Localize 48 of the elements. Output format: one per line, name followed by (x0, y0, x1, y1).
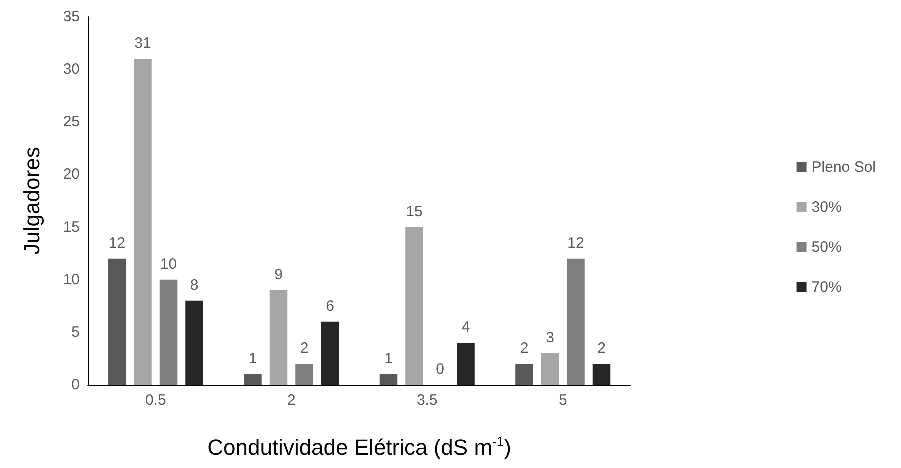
legend-label: Pleno Sol (812, 159, 876, 176)
bar (516, 364, 534, 385)
bar (592, 364, 611, 385)
bar (541, 353, 560, 385)
bar (160, 280, 178, 385)
bar (108, 258, 126, 385)
data-label: 0 (436, 361, 444, 378)
bar (244, 374, 262, 385)
data-label: 3 (546, 329, 554, 346)
bar (186, 300, 204, 385)
x-tick-label: 0.5 (145, 392, 166, 409)
y-tick-label: 5 (72, 324, 80, 341)
x-tick-label: 5 (558, 392, 568, 409)
data-label: 8 (190, 276, 199, 294)
legend-label: 70% (812, 279, 842, 296)
data-label: 15 (406, 203, 423, 220)
y-axis-title: Julgadores (20, 147, 44, 255)
bar (296, 364, 314, 385)
legend-label: 30% (812, 199, 842, 216)
data-label: 12 (568, 234, 584, 252)
y-tick-label: 15 (63, 218, 80, 236)
bar (321, 322, 340, 385)
data-label: 31 (134, 35, 152, 52)
legend-label: 50% (812, 239, 842, 256)
y-tick-label: 0 (72, 376, 80, 394)
data-label: 4 (462, 318, 470, 336)
bar (134, 59, 152, 385)
bar (457, 342, 475, 385)
data-label: 2 (598, 340, 606, 357)
y-tick-label: 10 (63, 271, 80, 288)
bar (567, 258, 585, 385)
x-tick-label: 3.5 (416, 392, 438, 409)
data-label: 1 (248, 350, 258, 368)
data-label: 6 (326, 298, 334, 315)
data-label: 10 (160, 256, 178, 273)
data-label: 2 (520, 340, 529, 357)
data-label: 2 (300, 340, 309, 357)
y-tick-label: 30 (63, 61, 80, 78)
y-tick-label: 35 (63, 8, 80, 26)
data-label: 12 (108, 234, 126, 252)
y-tick-label: 25 (63, 114, 80, 131)
x-tick-label: 2 (287, 392, 296, 409)
data-label: 9 (274, 266, 283, 284)
bar (406, 227, 424, 385)
data-label: 1 (384, 350, 393, 368)
bar (380, 374, 398, 385)
bar (270, 290, 288, 385)
y-tick-label: 20 (63, 166, 80, 184)
